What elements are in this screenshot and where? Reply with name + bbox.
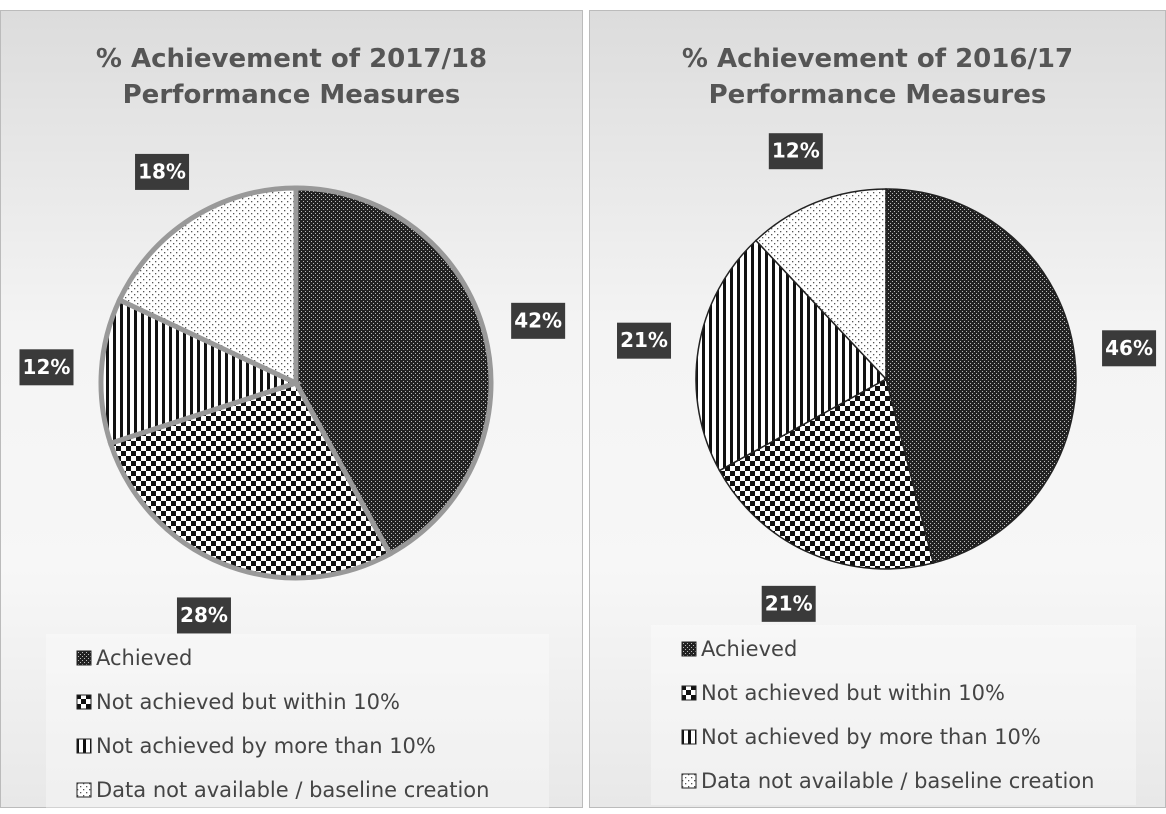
label-box [1102,330,1157,367]
pie-slice [293,185,494,558]
data-label: 12% [772,139,820,163]
legend: Achieved Not achieved but within 10% Not a… [651,625,1136,805]
legend-swatch [76,650,92,666]
legend-item: Data not available / baseline creation [681,759,1136,803]
pie-slice [695,239,888,472]
swatch [76,694,92,710]
label-box [761,585,816,622]
pie-slice [718,377,935,570]
legend-label: Not achieved but within 10% [701,681,1005,705]
swatch [681,641,697,657]
legend-item: Not achieved by more than 10% [76,724,549,768]
label-box [19,349,74,386]
swatch [681,685,697,701]
legend-swatch [76,782,92,798]
legend-item: Not achieved by more than 10% [681,715,1136,759]
swatch [76,782,92,798]
pie-chart: 42% 28% 12% 18% [19,153,566,634]
data-label: 18% [138,159,186,183]
legend-swatch [76,694,92,710]
data-label: 42% [514,308,562,332]
chart-title: % Achievement of 2017/18 Performance Mea… [95,44,488,110]
label-box [135,153,190,190]
legend-label: Not achieved by more than 10% [96,734,436,758]
swatch [76,738,92,754]
legend-swatch [681,685,697,701]
legend-swatch [681,729,697,745]
data-label: 21% [765,591,813,615]
chart-panel: 46% 21% 21% 12% % Achievement of 2016/17 Per… [589,10,1166,808]
label-box [176,597,231,634]
swatch [681,773,697,789]
swatch [76,650,92,666]
legend-swatch [681,773,697,789]
data-label: 46% [1105,336,1153,360]
legend-label: Not achieved but within 10% [96,690,400,714]
chart-panel: 42% 28% 12% 18% % Achievement of 2017/18 Per… [0,10,583,814]
legend-label: Data not available / baseline creation [96,778,490,802]
data-label: 12% [23,355,71,379]
data-label: 28% [180,603,228,627]
label-box [511,302,566,339]
pie-slice [754,188,887,381]
legend-item: Data not available / baseline creation [76,768,549,812]
pie-slice [885,188,1077,564]
legend-swatch [681,641,697,657]
legend-label: Not achieved by more than 10% [701,725,1041,749]
legend-label: Achieved [701,637,798,661]
pie-slice [98,296,303,447]
legend-item: Not achieved but within 10% [76,680,549,724]
swatch [681,729,697,745]
legend-item: Not achieved but within 10% [681,671,1136,715]
label-box [768,133,823,170]
pie-slice [107,379,394,581]
legend-label: Data not available / baseline creation [701,769,1095,793]
pie-slice [116,185,299,387]
label-box [617,322,672,359]
legend: Achieved Not achieved but within 10% Not a… [46,634,549,814]
chart-title: % Achievement of 2016/17 Performance Mea… [681,44,1074,110]
legend-swatch [76,738,92,754]
legend-item: Achieved [681,627,1136,671]
legend-label: Achieved [96,646,193,670]
data-label: 21% [620,328,668,352]
pie-chart: 46% 21% 21% 12% [617,133,1157,622]
legend-item: Achieved [76,636,549,680]
